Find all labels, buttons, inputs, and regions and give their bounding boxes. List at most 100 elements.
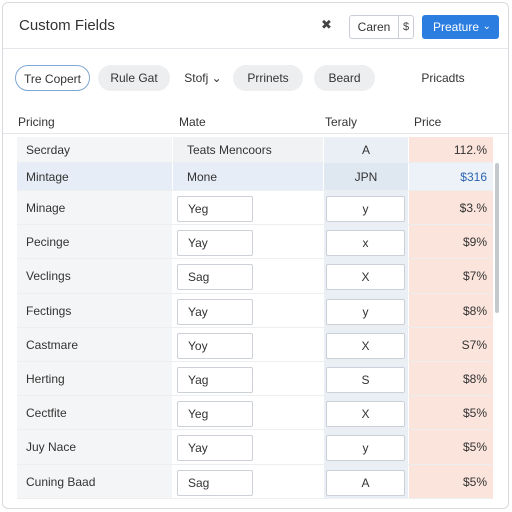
- table-row[interactable]: Veclings Sag X $7%: [3, 259, 508, 294]
- teraly-input[interactable]: у: [326, 435, 405, 462]
- mate-cell[interactable]: Teats Mencoors: [173, 137, 323, 163]
- cancel-button-group[interactable]: Caren $: [349, 15, 414, 39]
- column-header-price[interactable]: Price: [414, 115, 442, 129]
- table-row[interactable]: Pecinge Yay х $9%: [3, 225, 508, 260]
- price-cell: $5%: [409, 464, 493, 499]
- row-name: Pecinge: [26, 235, 70, 250]
- filter-pill-pricadts[interactable]: Pricadts: [421, 71, 465, 85]
- filter-pill-rule-gat[interactable]: Rule Gat: [98, 65, 170, 91]
- price-cell: $8%: [409, 362, 493, 397]
- filter-pill-tre-copert[interactable]: Tre Copert: [15, 65, 90, 91]
- table-row[interactable]: Herting Yag S $8%: [3, 362, 508, 397]
- mate-input[interactable]: Yay: [177, 230, 253, 257]
- mate-cell[interactable]: Yay: [173, 225, 323, 259]
- row-name-cell: Pecinge: [17, 225, 172, 260]
- table-row[interactable]: Mintage Mone JPN $316: [3, 163, 508, 191]
- teraly-cell[interactable]: у: [324, 430, 408, 465]
- column-header-pricing[interactable]: Pricing: [18, 115, 55, 129]
- table-row[interactable]: Secrday Teats Mencoors A 112.%: [3, 137, 508, 163]
- mate-cell[interactable]: Mone: [173, 163, 323, 191]
- price-value: $8%: [462, 372, 487, 387]
- teraly-input[interactable]: X: [326, 264, 405, 291]
- row-divider: [17, 224, 492, 226]
- column-header-mate[interactable]: Mate: [179, 115, 206, 129]
- row-name: Cuning Baad: [26, 474, 96, 489]
- teraly-cell[interactable]: S: [324, 362, 408, 397]
- price-cell: $7%: [409, 259, 493, 294]
- row-name-cell: Fectings: [17, 293, 172, 328]
- teraly-cell[interactable]: х: [324, 225, 408, 260]
- teraly-input[interactable]: A: [326, 469, 405, 496]
- price-cell: $9%: [409, 225, 493, 260]
- table-row[interactable]: Castmare Yoy X S7%: [3, 327, 508, 362]
- filter-pill-prrinets[interactable]: Prrinets: [233, 65, 303, 91]
- teraly-input[interactable]: S: [326, 367, 405, 393]
- teraly-input[interactable]: X: [326, 332, 405, 359]
- primary-action-button[interactable]: Preature ⌄: [422, 15, 499, 39]
- filter-pill-beard[interactable]: Beard: [314, 65, 375, 91]
- teraly-cell[interactable]: JPN: [324, 163, 408, 191]
- mate-value: Teats Mencoors: [187, 143, 272, 157]
- table-row[interactable]: Cectfite Yeg X $5%: [3, 396, 508, 431]
- mate-cell[interactable]: Yag: [173, 362, 323, 396]
- row-name: Juy Nace: [26, 440, 77, 455]
- mate-input[interactable]: Sag: [177, 264, 253, 291]
- row-divider: [17, 360, 492, 362]
- row-name: Secrday: [26, 143, 71, 157]
- teraly-cell[interactable]: X: [324, 396, 408, 431]
- row-name-cell: Juy Nace: [17, 430, 172, 465]
- table-row[interactable]: Juy Nace Yay у $5%: [3, 430, 508, 465]
- mate-cell[interactable]: Yay: [173, 430, 323, 464]
- column-header-teraly[interactable]: Teraly: [325, 115, 358, 129]
- teraly-cell[interactable]: X: [324, 259, 408, 294]
- teraly-cell[interactable]: у: [324, 293, 408, 328]
- price-value: $3.%: [459, 201, 487, 216]
- table-row[interactable]: Fectings Yay у $8%: [3, 293, 508, 328]
- price-value: 112.%: [453, 143, 487, 157]
- row-divider: [17, 190, 492, 191]
- mate-cell[interactable]: Yay: [173, 294, 323, 328]
- table-row[interactable]: Minage Yeg y $3.%: [3, 191, 508, 226]
- filter-dropdown-stofj[interactable]: Stofj ⌄: [184, 71, 222, 85]
- currency-toggle-button[interactable]: $: [402, 21, 410, 33]
- mate-cell[interactable]: Yoy: [173, 328, 323, 362]
- row-name: Minage: [26, 201, 66, 216]
- row-name-cell: Secrday: [17, 137, 172, 163]
- mate-cell[interactable]: Sag: [173, 465, 323, 499]
- close-icon[interactable]: ✖: [321, 17, 332, 32]
- mate-input[interactable]: Sag: [177, 469, 253, 496]
- mate-input[interactable]: Yag: [177, 367, 253, 393]
- row-divider: [17, 497, 492, 499]
- mate-cell[interactable]: Yeg: [173, 191, 323, 225]
- row-name-cell: Cectfite: [17, 396, 172, 431]
- scrollbar[interactable]: [495, 163, 499, 313]
- teraly-input[interactable]: х: [326, 230, 405, 257]
- chevron-down-icon[interactable]: ⌄: [482, 21, 491, 32]
- price-cell: $5%: [409, 430, 493, 465]
- teraly-input[interactable]: у: [326, 298, 405, 325]
- teraly-cell[interactable]: X: [324, 327, 408, 362]
- row-divider: [17, 463, 492, 465]
- window-title: Custom Fields: [19, 17, 115, 34]
- price-value: $8%: [462, 303, 487, 318]
- teraly-cell[interactable]: y: [324, 191, 408, 226]
- teraly-cell[interactable]: A: [324, 464, 408, 499]
- price-cell: 112.%: [409, 137, 493, 163]
- table-row[interactable]: Cuning Baad Sag A $5%: [3, 464, 508, 499]
- mate-input[interactable]: Yay: [177, 298, 253, 325]
- primary-action-label: Preature: [433, 20, 480, 34]
- mate-cell[interactable]: Yeg: [173, 396, 323, 430]
- row-name-cell: Cuning Baad: [17, 464, 172, 499]
- mate-input[interactable]: Yoy: [177, 332, 253, 359]
- teraly-cell[interactable]: A: [324, 137, 408, 163]
- teraly-input[interactable]: y: [326, 196, 405, 222]
- cancel-button[interactable]: Caren: [350, 16, 399, 38]
- mate-cell[interactable]: Sag: [173, 259, 323, 293]
- teraly-value: A: [361, 143, 370, 157]
- price-value: $5%: [462, 406, 487, 421]
- teraly-input[interactable]: X: [326, 401, 405, 428]
- mate-input[interactable]: Yay: [177, 435, 253, 462]
- mate-input[interactable]: Yeg: [177, 401, 253, 428]
- mate-input[interactable]: Yeg: [177, 196, 253, 222]
